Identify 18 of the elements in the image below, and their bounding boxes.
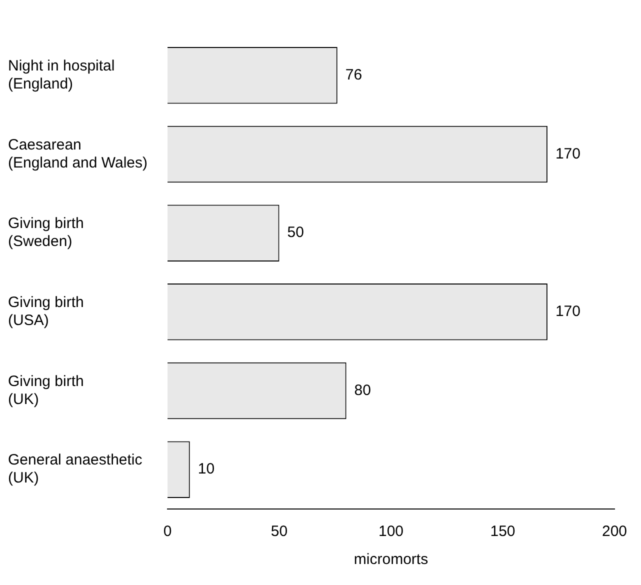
y-tick-label: Giving birth (Sweden) — [8, 215, 84, 250]
x-tick-label: 150 — [490, 523, 516, 540]
data-label: 76 — [345, 66, 362, 84]
x-tick-label: 0 — [163, 523, 172, 540]
data-label: 80 — [354, 382, 371, 399]
y-tick-label: Caesarean (England and Wales) — [8, 136, 148, 172]
y-tick-label: Giving birth (USA) — [8, 294, 84, 330]
x-tick-label: 50 — [270, 523, 288, 540]
y-tick-label: General anaesthetic (UK) — [8, 452, 143, 487]
y-tick-label: Giving birth (UK) — [8, 372, 84, 408]
x-axis-title: micromorts — [354, 551, 428, 568]
data-label: 170 — [555, 303, 580, 320]
data-label: 50 — [287, 224, 304, 242]
data-label: 10 — [198, 460, 215, 478]
data-label: 170 — [555, 145, 580, 162]
x-tick-label: 200 — [602, 523, 627, 540]
x-tick-label: 100 — [378, 523, 404, 540]
y-tick-label: Night in hospital (England) — [8, 58, 115, 93]
